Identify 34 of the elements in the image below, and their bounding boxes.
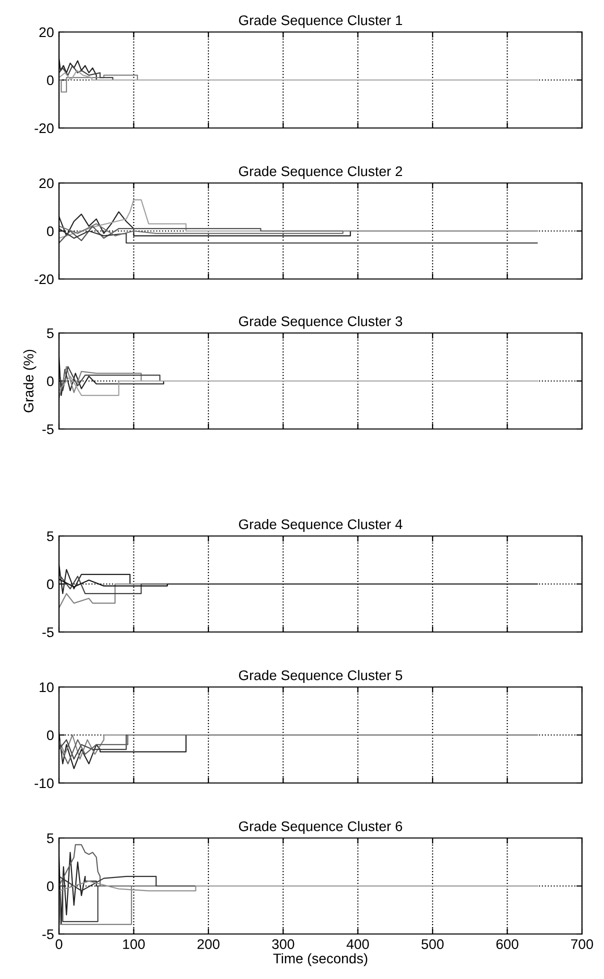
y-tick-label: 0 xyxy=(46,730,54,740)
y-tick-label: -20 xyxy=(34,274,54,284)
chart-title: Grade Sequence Cluster 2 xyxy=(238,166,402,179)
y-tick-label: -5 xyxy=(42,424,54,434)
y-tick-label: -5 xyxy=(42,627,54,638)
chart-title: Grade Sequence Cluster 3 xyxy=(238,316,402,329)
x-tick-label: 500 xyxy=(422,939,444,950)
y-tick-label: 0 xyxy=(46,579,54,590)
y-tick-label: 10 xyxy=(40,682,54,692)
chart-title: Grade Sequence Cluster 1 xyxy=(238,14,402,28)
x-axis-title: Time (seconds) xyxy=(273,953,368,966)
x-tick-label: 0 xyxy=(56,939,62,950)
y-tick-label: 5 xyxy=(46,328,54,338)
y-tick-label: 0 xyxy=(46,881,54,892)
x-tick-label: 400 xyxy=(346,939,369,950)
x-tick-label: 700 xyxy=(571,939,594,950)
y-tick-label: 5 xyxy=(46,531,54,542)
x-tick-label: 300 xyxy=(272,939,294,950)
y-tick-label: -5 xyxy=(42,929,54,940)
chart-title: Grade Sequence Cluster 6 xyxy=(238,820,402,834)
y-tick-label: -20 xyxy=(34,123,54,134)
chart-title: Grade Sequence Cluster 5 xyxy=(238,670,402,683)
y-axis-title: Grade (%) xyxy=(23,350,36,412)
y-tick-label: 5 xyxy=(46,833,54,844)
y-tick-label: -10 xyxy=(34,778,54,788)
y-tick-label: 20 xyxy=(39,27,54,38)
x-tick-label: 600 xyxy=(496,939,518,950)
y-tick-label: 0 xyxy=(46,226,54,236)
chart-title: Grade Sequence Cluster 4 xyxy=(238,518,402,532)
x-tick-label: 100 xyxy=(123,939,145,950)
x-tick-label: 200 xyxy=(198,939,220,950)
y-tick-label: 20 xyxy=(39,178,54,188)
y-tick-label: 0 xyxy=(46,376,54,386)
y-tick-label: 0 xyxy=(46,75,54,86)
